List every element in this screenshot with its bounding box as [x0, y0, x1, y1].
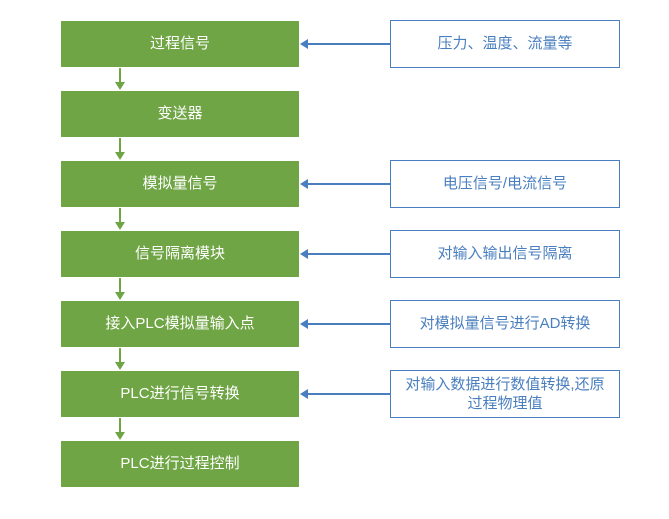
annotation-node-a3: 电压信号/电流信号	[390, 160, 620, 208]
annotation-node-a6: 对输入数据进行数值转换,还原过程物理值	[390, 370, 620, 418]
main-node-n2: 变送器	[60, 90, 300, 138]
main-node-label: PLC进行信号转换	[120, 384, 239, 404]
main-node-label: 变送器	[157, 104, 202, 124]
main-node-n4: 信号隔离模块	[60, 230, 300, 278]
flowchart-canvas: 过程信号变送器模拟量信号信号隔离模块接入PLC模拟量输入点 PLC进行信号转换 PL…	[20, 20, 649, 499]
main-node-label: 过程信号	[150, 34, 210, 54]
annotation-node-label: 对输入输出信号隔离	[437, 244, 572, 264]
main-node-n6: PLC进行信号转换	[60, 370, 300, 418]
main-node-n1: 过程信号	[60, 20, 300, 68]
main-node-label: 模拟量信号	[142, 174, 217, 194]
main-node-label: 接入PLC模拟量输入点	[105, 314, 254, 334]
annotation-node-label: 对输入数据进行数值转换,还原过程物理值	[399, 375, 611, 414]
annotation-node-label: 压力、温度、流量等	[437, 34, 572, 54]
main-node-n5: 接入PLC模拟量输入点	[60, 300, 300, 348]
main-node-n3: 模拟量信号	[60, 160, 300, 208]
main-node-n7: PLC进行过程控制	[60, 440, 300, 488]
main-node-label: 信号隔离模块	[135, 244, 225, 264]
annotation-node-a1: 压力、温度、流量等	[390, 20, 620, 68]
annotation-node-a5: 对模拟量信号进行AD转换	[390, 300, 620, 348]
annotation-node-a4: 对输入输出信号隔离	[390, 230, 620, 278]
main-node-label: PLC进行过程控制	[120, 454, 239, 474]
annotation-node-label: 电压信号/电流信号	[443, 174, 567, 194]
annotation-node-label: 对模拟量信号进行AD转换	[420, 314, 591, 334]
